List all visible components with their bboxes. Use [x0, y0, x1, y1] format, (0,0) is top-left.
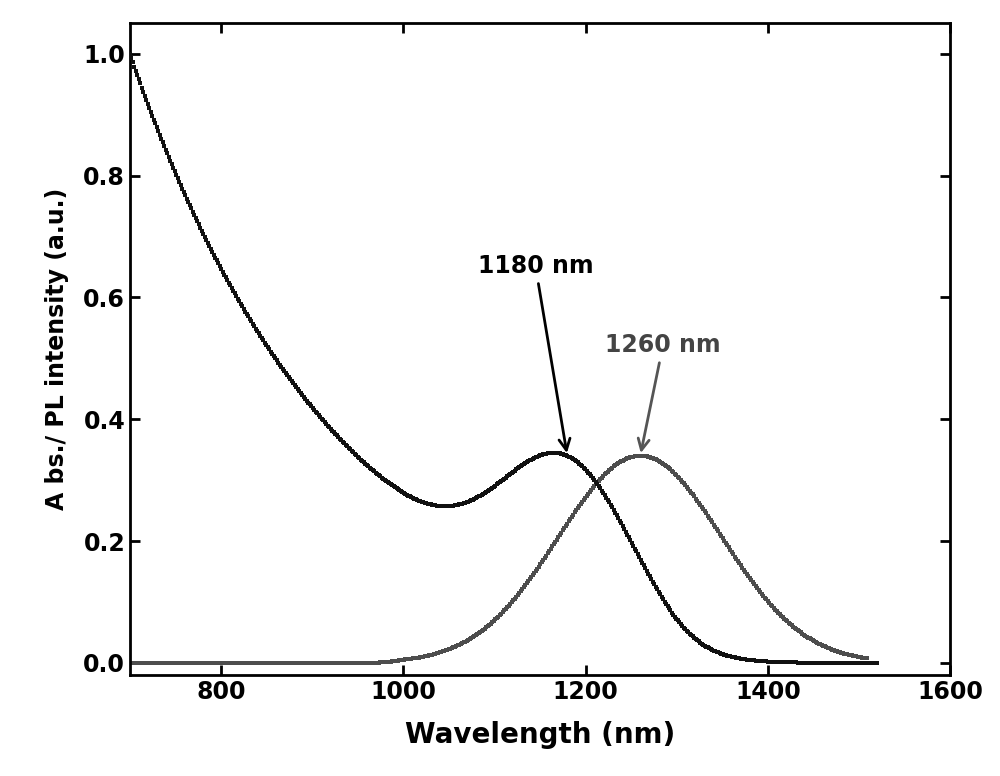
- Text: 1260 nm: 1260 nm: [605, 333, 721, 450]
- Y-axis label: A bs./ PL intensity (a.u.): A bs./ PL intensity (a.u.): [45, 188, 69, 511]
- Text: 1180 nm: 1180 nm: [478, 254, 593, 450]
- X-axis label: Wavelength (nm): Wavelength (nm): [405, 721, 675, 749]
